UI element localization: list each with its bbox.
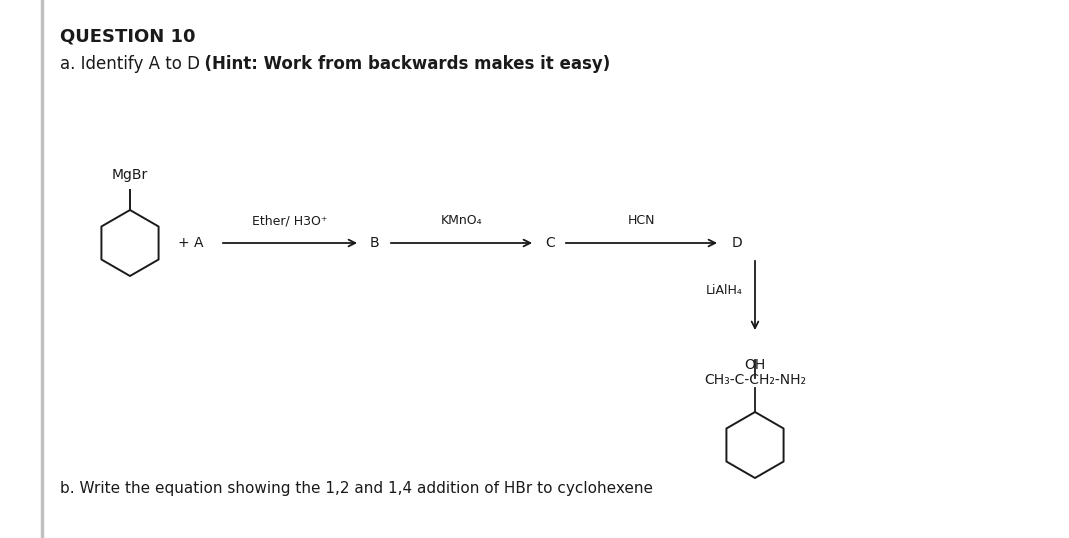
Text: (Hint: Work from backwards makes it easy): (Hint: Work from backwards makes it easy… <box>193 55 610 73</box>
Text: + A: + A <box>179 236 203 250</box>
Text: KMnO₄: KMnO₄ <box>440 214 482 227</box>
Text: LiAlH₄: LiAlH₄ <box>707 284 743 297</box>
Text: Ether/ H3O⁺: Ether/ H3O⁺ <box>252 214 328 227</box>
Text: MgBr: MgBr <box>112 168 149 182</box>
Text: C: C <box>545 236 555 250</box>
Text: b. Write the equation showing the 1,2 and 1,4 addition of HBr to cyclohexene: b. Write the equation showing the 1,2 an… <box>60 481 653 496</box>
Text: CH₃-C-CH₂-NH₂: CH₃-C-CH₂-NH₂ <box>704 373 806 387</box>
Text: OH: OH <box>744 358 765 372</box>
Text: HCN: HCN <box>628 214 655 227</box>
Text: D: D <box>732 236 743 250</box>
Text: B: B <box>370 236 379 250</box>
Text: a. Identify A to D: a. Identify A to D <box>60 55 200 73</box>
Text: QUESTION 10: QUESTION 10 <box>60 28 196 46</box>
